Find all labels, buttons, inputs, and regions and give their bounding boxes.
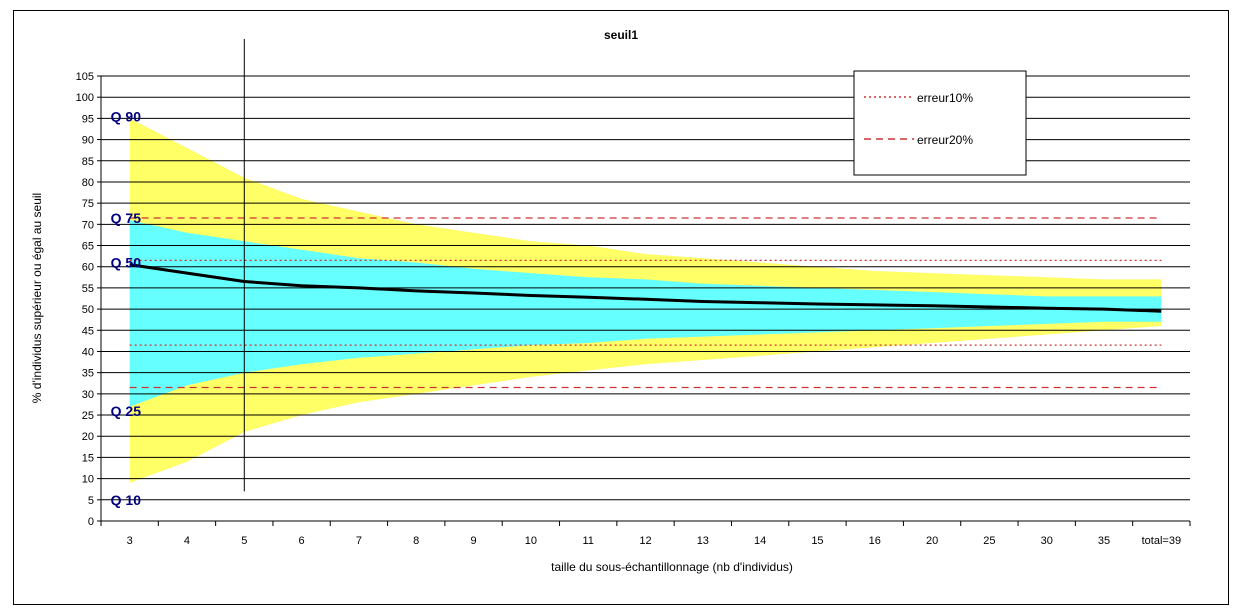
quantile-label: Q 25 — [111, 403, 142, 419]
x-tick-label: 14 — [754, 535, 766, 547]
quantile-label: Q 75 — [111, 210, 142, 226]
y-tick-label: 100 — [76, 92, 94, 104]
x-tick-label: 9 — [470, 535, 476, 547]
x-tick-label: 8 — [413, 535, 419, 547]
y-tick-label: 45 — [82, 325, 94, 337]
y-tick-label: 60 — [82, 262, 94, 274]
legend-box — [853, 70, 1027, 176]
y-tick-label: 95 — [82, 113, 94, 125]
legend-label: erreur20% — [917, 133, 973, 147]
x-tick-label: 11 — [582, 535, 593, 547]
chart-title: seuil1 — [604, 28, 638, 42]
x-tick-label: 25 — [983, 535, 995, 547]
y-tick-label: 0 — [88, 516, 94, 528]
quantile-label: Q 90 — [111, 108, 142, 124]
y-axis-label: % d'individus supérieur ou égal au seuil — [30, 193, 44, 403]
x-tick-label: 6 — [299, 535, 305, 547]
y-tick-label: 15 — [82, 452, 94, 464]
y-tick-label: 40 — [82, 346, 94, 358]
y-tick-label: 20 — [82, 431, 94, 443]
x-tick-label: total=39 — [1142, 535, 1181, 547]
x-tick-label: 4 — [184, 535, 190, 547]
quantile-label: Q 10 — [111, 492, 142, 508]
y-tick-label: 30 — [82, 389, 94, 401]
y-tick-label: 50 — [82, 304, 94, 316]
x-tick-label: 3 — [127, 535, 133, 547]
y-tick-label: 80 — [82, 177, 94, 189]
y-tick-label: 35 — [82, 368, 94, 380]
x-tick-label: 12 — [639, 535, 651, 547]
x-tick-label: 5 — [241, 535, 247, 547]
y-tick-label: 65 — [82, 241, 94, 253]
x-tick-label: 35 — [1098, 535, 1110, 547]
x-axis-label: taille du sous-échantillonnage (nb d'ind… — [551, 560, 793, 574]
x-tick-label: 10 — [525, 535, 537, 547]
y-tick-label: 85 — [82, 156, 94, 168]
chart: 0510152025303540455055606570758085909510… — [30, 28, 1191, 574]
legend-label: erreur10% — [917, 91, 973, 105]
x-tick-label: 16 — [869, 535, 881, 547]
y-tick-label: 105 — [76, 71, 94, 83]
x-tick-label: 20 — [926, 535, 938, 547]
median-line — [129, 263, 1162, 313]
y-tick-label: 75 — [82, 198, 94, 210]
x-tick-label: 13 — [697, 535, 709, 547]
y-tick-label: 25 — [82, 410, 94, 422]
y-tick-label: 90 — [82, 135, 94, 147]
x-tick-label: 15 — [811, 535, 823, 547]
y-tick-label: 70 — [82, 219, 94, 231]
chart-frame: 0 5 10 15 20 25 30 35 40 45 50 55 60 65 70 75 80 85 90 95 10… — [13, 10, 1229, 605]
x-tick-label: 7 — [356, 535, 362, 547]
y-tick-label: 55 — [82, 283, 94, 295]
y-tick-label: 10 — [82, 474, 94, 486]
quantile-label: Q 50 — [111, 254, 142, 270]
x-tick-label: 30 — [1041, 535, 1053, 547]
y-tick-label: 5 — [88, 495, 94, 507]
